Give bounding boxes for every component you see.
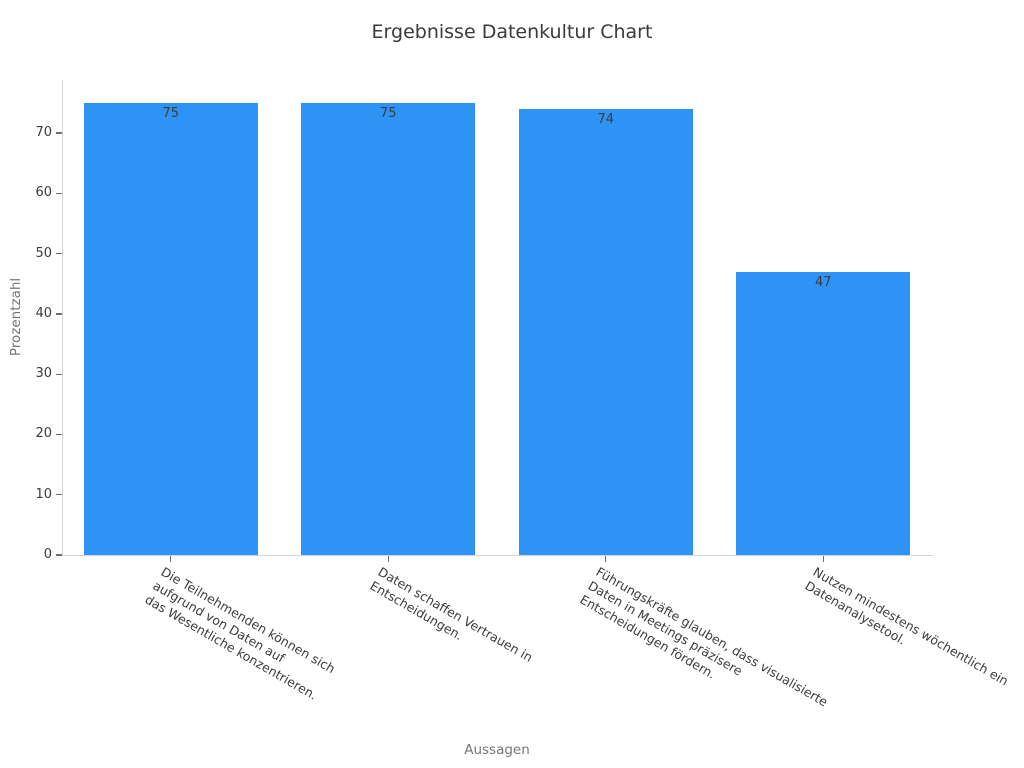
bar-value-label: 75 (379, 106, 397, 122)
bar (83, 102, 258, 555)
y-tick-label: 40 (35, 305, 52, 321)
x-tick-label: Die Teilnehmenden können sich aufgrund v… (142, 564, 338, 703)
y-tick-label: 0 (43, 547, 52, 562)
y-tick-mark (55, 494, 62, 496)
y-tick-label: 10 (35, 486, 52, 502)
y-tick-label: 70 (35, 125, 52, 141)
bar-value-label: 47 (814, 275, 832, 291)
bar-value-label: 74 (597, 112, 615, 128)
y-axis-line (62, 80, 64, 555)
x-tick-mark (387, 556, 389, 562)
bar (518, 108, 693, 555)
x-tick-label: Daten schaffen Vertrauen in Entscheidung… (367, 564, 536, 665)
chart-title: Ergebnisse Datenkultur Chart (371, 21, 653, 43)
x-tick-label: Nutzen mindestens wöchentlich ein Datena… (802, 564, 1012, 689)
x-tick-mark (822, 556, 824, 562)
bar-value-label: 75 (162, 106, 180, 122)
x-axis-title: Aussagen (464, 742, 530, 758)
bar (301, 102, 476, 555)
y-tick-label: 30 (35, 366, 52, 382)
y-tick-mark (55, 313, 62, 315)
x-tick-mark (170, 556, 172, 562)
y-tick-mark (55, 192, 62, 194)
y-tick-mark (55, 373, 62, 375)
y-tick-mark (55, 252, 62, 255)
x-tick-mark (605, 556, 607, 562)
y-tick-label: 60 (35, 185, 52, 201)
y-tick-label: 50 (35, 245, 52, 261)
y-tick-mark (55, 132, 62, 134)
y-tick-label: 20 (35, 426, 52, 442)
x-axis-line (62, 555, 933, 557)
bar (736, 271, 911, 555)
x-tick-label: Führungskräfte glauben, dass visualisier… (577, 564, 831, 710)
y-tick-mark (55, 433, 62, 436)
y-tick-mark (55, 554, 62, 556)
